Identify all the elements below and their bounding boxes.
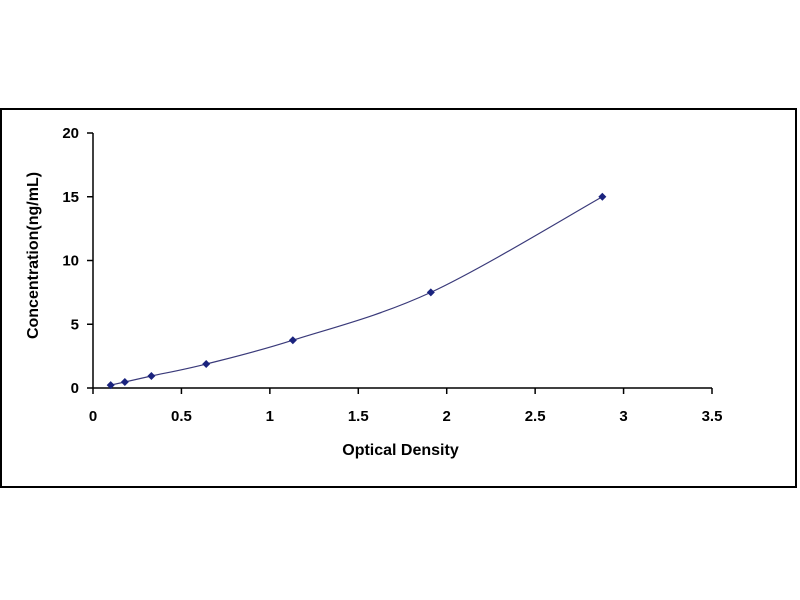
chart-frame: [0, 108, 797, 488]
fit-curve: [110, 196, 603, 386]
y-tick-label: 0: [71, 380, 79, 397]
x-tick-label: 2.5: [525, 408, 546, 425]
x-tick-label: 3.5: [702, 408, 723, 425]
data-points: [106, 192, 607, 390]
y-tick-label: 20: [62, 125, 79, 142]
x-ticks: 0 0.5 1 1.5 2 2.5 3 3.5: [89, 388, 723, 425]
y-tick-label: 10: [62, 253, 79, 270]
plot-area: 0 5 10 15 20 0 0.5 1 1.5 2 2.5 3 3.5: [62, 125, 722, 425]
y-ticks: 0 5 10 15 20: [62, 125, 93, 397]
y-tick-label: 5: [71, 316, 79, 333]
data-point: [120, 378, 129, 387]
x-tick-label: 1.5: [348, 408, 369, 425]
data-point: [106, 381, 115, 390]
x-tick-label: 3: [619, 408, 627, 425]
x-tick-label: 2: [443, 408, 451, 425]
x-tick-label: 0.5: [171, 408, 192, 425]
data-point: [202, 360, 211, 369]
y-axis-title: Concentration(ng/mL): [25, 172, 42, 339]
data-point: [598, 192, 607, 201]
x-axis-title: Optical Density: [342, 442, 459, 459]
x-tick-label: 1: [266, 408, 274, 425]
y-tick-label: 15: [62, 189, 79, 206]
data-point: [147, 372, 156, 381]
x-tick-label: 0: [89, 408, 97, 425]
data-point: [426, 288, 435, 297]
data-point: [288, 336, 297, 345]
